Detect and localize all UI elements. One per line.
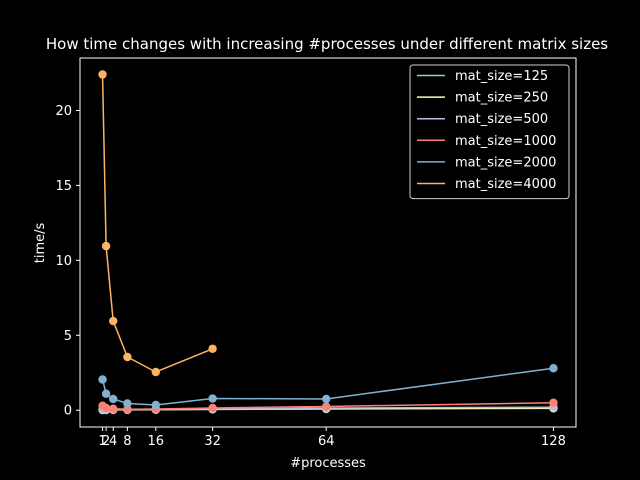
x-tick-label: 1 [98, 434, 106, 449]
data-point [98, 70, 107, 79]
data-point [151, 400, 161, 410]
series-mat-size-4000 [98, 70, 217, 377]
data-point [322, 394, 331, 404]
data-point [108, 316, 118, 326]
y-tick-label: 0 [64, 404, 72, 419]
y-tick-label: 20 [55, 104, 72, 119]
data-point [101, 403, 111, 413]
x-axis-label: #processes [290, 456, 366, 471]
data-point [123, 399, 132, 408]
legend-label: mat_size=250 [455, 91, 548, 106]
x-tick-label: 32 [204, 434, 221, 449]
data-point [549, 398, 558, 407]
legend-label: mat_size=4000 [455, 177, 556, 192]
series-line [101, 74, 213, 373]
legend-item: mat_size=1000 [417, 134, 556, 149]
axes-frame [79, 57, 577, 428]
legend-label: mat_size=1000 [455, 134, 556, 149]
y-axis-label: time/s [33, 223, 48, 264]
data-point [322, 402, 331, 411]
data-point [123, 352, 132, 362]
legend-item: mat_size=4000 [417, 177, 556, 192]
data-point [101, 241, 111, 251]
data-point [549, 364, 558, 373]
legend-item: mat_size=250 [417, 91, 548, 106]
legend-item: mat_size=125 [417, 69, 548, 84]
data-point [101, 389, 111, 398]
x-tick-label: 64 [318, 434, 335, 449]
legend-label: mat_size=500 [455, 112, 548, 127]
chart-title: How time changes with increasing #proces… [46, 35, 608, 53]
x-tick-label: 16 [148, 434, 165, 449]
y-tick-label: 5 [64, 329, 72, 344]
data-point [208, 344, 217, 353]
y-tick-label: 10 [55, 254, 72, 269]
series-mat-size-1000 [98, 398, 558, 414]
series-mat-size-2000 [98, 364, 558, 410]
data-point [208, 394, 217, 403]
data-point [108, 404, 118, 413]
legend-item: mat_size=500 [417, 112, 548, 127]
x-tick-label: 128 [541, 434, 566, 449]
data-point [123, 405, 132, 414]
legend-box [409, 64, 570, 200]
legend-label: mat_size=2000 [455, 155, 556, 170]
x-tick-label: 2 [102, 434, 110, 449]
y-tick-label: 15 [55, 179, 72, 194]
legend: mat_size=125 mat_size=250 mat_size=500 mat_… [409, 64, 570, 200]
data-point [108, 394, 118, 404]
x-tick-label: 4 [109, 434, 117, 449]
legend-item: mat_size=2000 [417, 155, 556, 170]
x-tick-label: 8 [123, 434, 131, 449]
data-point [98, 375, 107, 384]
legend-label: mat_size=125 [455, 69, 548, 84]
data-point [151, 367, 161, 377]
plot-area: 124 8 16 32 64 128 0 5 10 15 20 [55, 57, 577, 449]
data-point [208, 403, 217, 413]
